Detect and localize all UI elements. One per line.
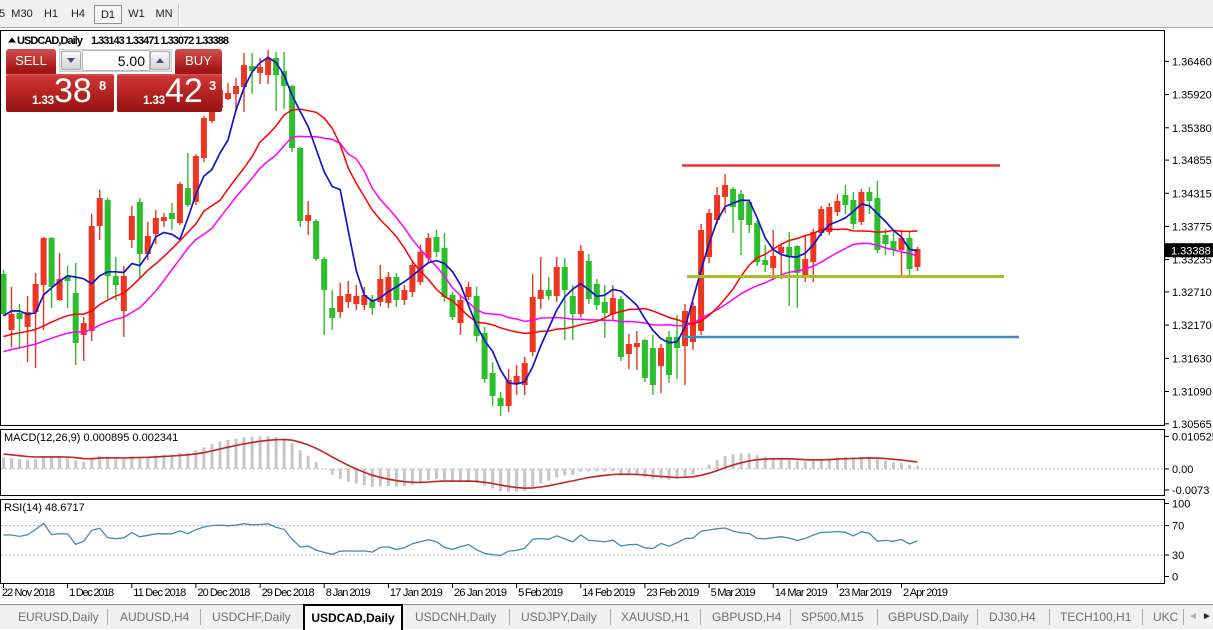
svg-text:1 Dec 2018: 1 Dec 2018 [69, 587, 114, 599]
svg-text:5 Mar 2019: 5 Mar 2019 [711, 587, 756, 599]
svg-text:1.31090: 1.31090 [1172, 387, 1212, 399]
svg-text:100: 100 [1172, 499, 1190, 511]
svg-text:1.36460: 1.36460 [1172, 56, 1212, 68]
svg-text:23 Mar 2019: 23 Mar 2019 [839, 587, 892, 599]
svg-text:5 Feb 2019: 5 Feb 2019 [518, 587, 563, 599]
svg-text:1.34855: 1.34855 [1172, 155, 1212, 167]
svg-text:RSI(14) 48.6717: RSI(14) 48.6717 [4, 502, 85, 514]
svg-text:USDCAD,Daily: USDCAD,Daily [17, 35, 84, 47]
svg-text:1.33235: 1.33235 [1172, 255, 1212, 267]
svg-text:1.33775: 1.33775 [1172, 221, 1212, 233]
svg-text:1.35380: 1.35380 [1172, 123, 1212, 135]
svg-text:2 Apr 2019: 2 Apr 2019 [903, 587, 948, 599]
svg-text:70: 70 [1172, 521, 1184, 533]
svg-text:1.33143 1.33471 1.33072 1.3338: 1.33143 1.33471 1.33072 1.33388 [91, 35, 229, 47]
svg-text:0.00: 0.00 [1172, 464, 1193, 476]
svg-text:-0.0073: -0.0073 [1172, 485, 1209, 497]
svg-text:22 Nov 2018: 22 Nov 2018 [2, 587, 55, 599]
svg-text:0.010525: 0.010525 [1172, 431, 1213, 443]
svg-text:23 Feb 2019: 23 Feb 2019 [646, 587, 699, 599]
svg-text:1.34315: 1.34315 [1172, 188, 1212, 200]
svg-text:8 Jan 2019: 8 Jan 2019 [326, 587, 371, 599]
svg-text:0: 0 [1172, 572, 1178, 584]
svg-text:1.31630: 1.31630 [1172, 353, 1212, 365]
svg-text:26 Jan 2019: 26 Jan 2019 [454, 587, 507, 599]
svg-text:1.33388: 1.33388 [1171, 245, 1211, 257]
svg-text:1.32170: 1.32170 [1172, 320, 1212, 332]
svg-text:29 Dec 2018: 29 Dec 2018 [262, 587, 315, 599]
svg-text:1.32710: 1.32710 [1172, 287, 1212, 299]
svg-text:14 Mar 2019: 14 Mar 2019 [775, 587, 828, 599]
svg-text:14 Feb 2019: 14 Feb 2019 [582, 587, 635, 599]
svg-text:1.30565: 1.30565 [1172, 419, 1212, 431]
svg-text:1.35920: 1.35920 [1172, 90, 1212, 102]
svg-text:20 Dec 2018: 20 Dec 2018 [197, 587, 250, 599]
svg-text:MACD(12,26,9) 0.000895 0.00234: MACD(12,26,9) 0.000895 0.002341 [4, 432, 178, 444]
svg-text:11 Dec 2018: 11 Dec 2018 [133, 587, 186, 599]
svg-text:30: 30 [1172, 550, 1184, 562]
svg-text:17 Jan 2019: 17 Jan 2019 [390, 587, 443, 599]
